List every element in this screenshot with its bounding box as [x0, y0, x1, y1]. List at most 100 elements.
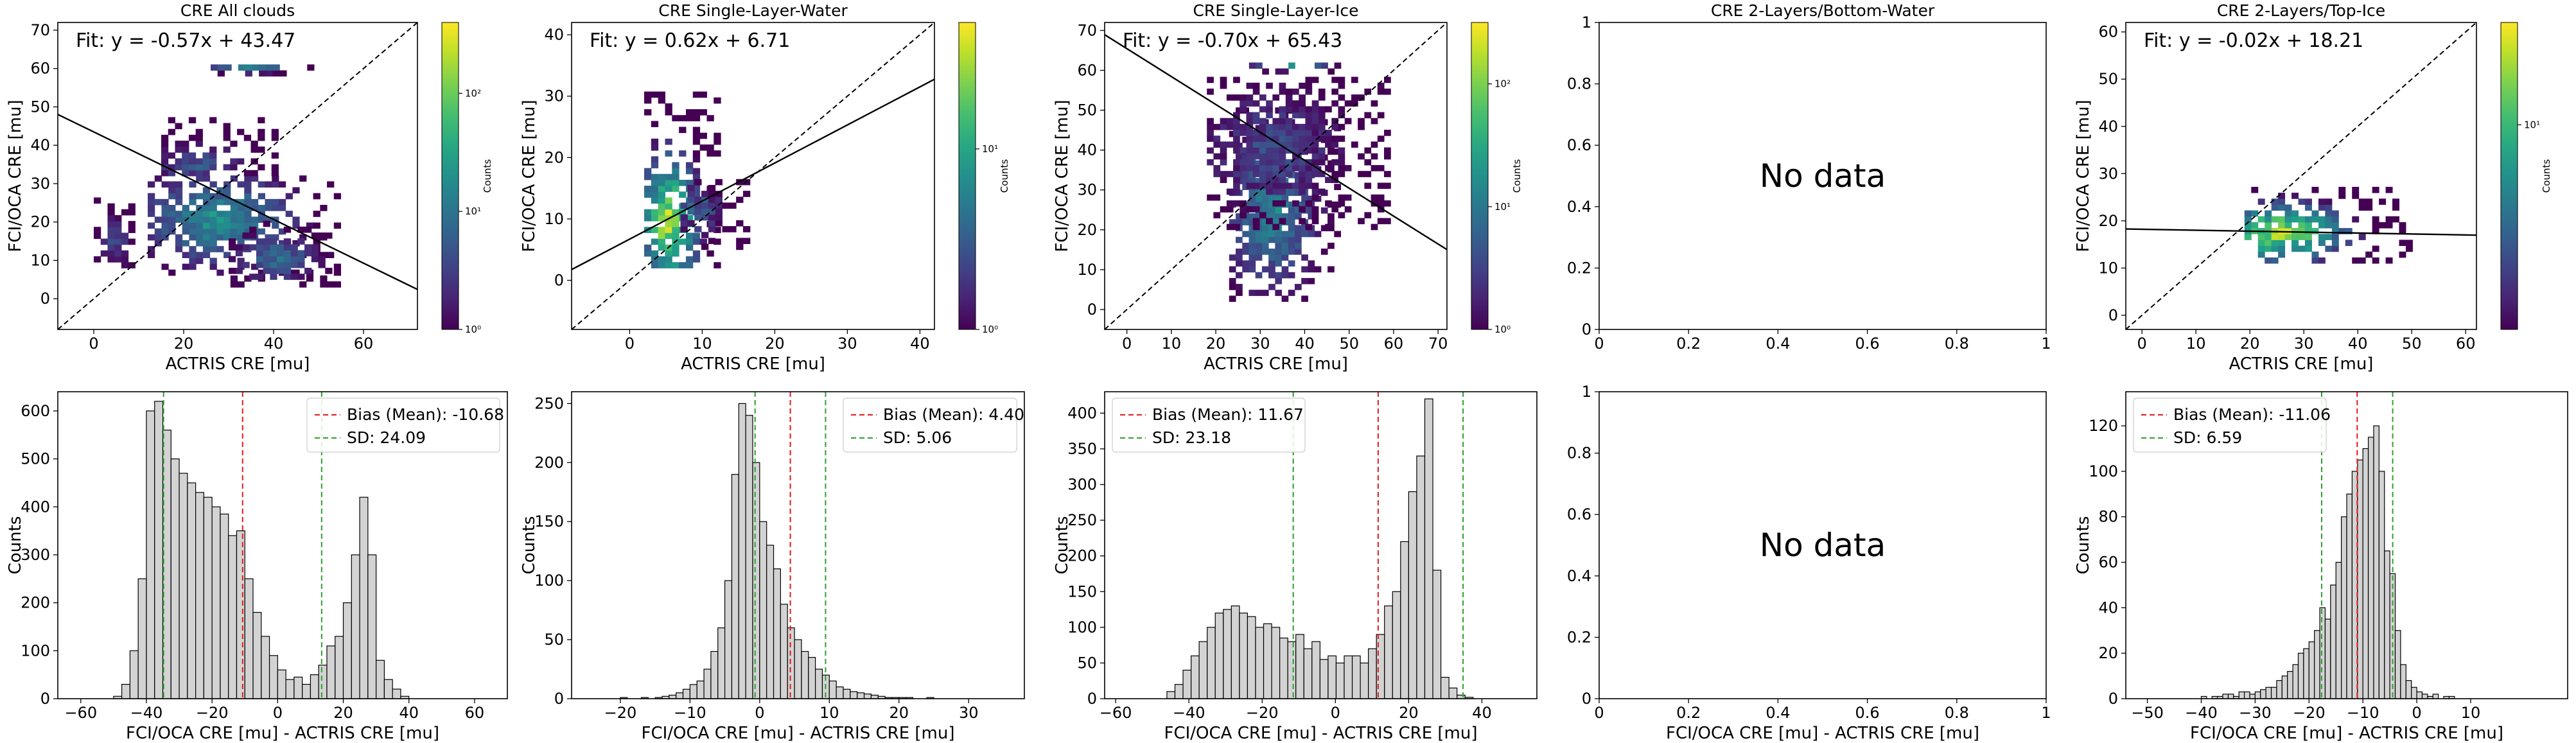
heatmap-bin — [244, 181, 252, 188]
heatmap-bin — [1279, 118, 1286, 125]
heatmap-bin — [1236, 290, 1243, 296]
heatmap-bin — [1268, 266, 1275, 273]
heatmap-bin — [1255, 236, 1263, 243]
x-tick-label: 20 — [333, 704, 353, 722]
heatmap-bin — [1236, 219, 1243, 225]
fit-line — [2126, 228, 2476, 236]
heatmap-bin — [685, 162, 694, 169]
heatmap-bin — [1261, 219, 1269, 225]
heatmap-bin — [2379, 198, 2387, 205]
heatmap-bin — [195, 164, 203, 171]
heatmap-bin — [665, 232, 672, 240]
x-tick-label: 30 — [959, 704, 979, 722]
y-tick-label: 300 — [1067, 476, 1097, 494]
heatmap-bin — [182, 263, 189, 270]
heatmap-bin — [223, 134, 231, 141]
heatmap-bin — [1288, 225, 1295, 232]
heatmap-bin — [679, 115, 687, 121]
heatmap-bin — [672, 168, 679, 175]
heatmap-bin — [1311, 206, 1319, 213]
heatmap-bin — [665, 197, 672, 204]
heatmap-bin — [1344, 118, 1352, 125]
heatmap-bin — [128, 209, 136, 216]
heatmap-bin — [188, 164, 197, 171]
heatmap-bin — [1364, 88, 1372, 95]
histogram-bar — [1360, 662, 1369, 699]
x-tick-label: 60 — [354, 335, 374, 353]
heatmap-bin — [2265, 245, 2272, 252]
heatmap-bin — [1299, 82, 1306, 89]
heatmap-bin — [202, 234, 211, 241]
heatmap-bin — [1338, 106, 1345, 113]
heatmap-bin — [1377, 200, 1385, 207]
histogram-bar — [2308, 641, 2315, 699]
heatmap-bin — [2298, 198, 2306, 205]
x-tick-label: 40 — [910, 335, 930, 353]
heatmap-bin — [1255, 201, 1263, 208]
heatmap-bin — [2257, 234, 2265, 240]
heatmap-bin — [1288, 231, 1295, 238]
heatmap-bin — [722, 226, 730, 232]
heatmap-bin — [114, 250, 122, 257]
heatmap-bin — [1242, 171, 1249, 179]
histogram-bar — [1319, 659, 1329, 699]
histogram-bar — [277, 669, 286, 699]
heatmap-bin — [333, 269, 342, 276]
heatmap-bin — [658, 97, 665, 104]
histogram-bar — [731, 474, 739, 699]
histogram-bar — [335, 636, 344, 699]
heatmap-bin — [1311, 118, 1319, 125]
heatmap-bin — [1299, 206, 1306, 213]
histogram-bar — [376, 660, 385, 699]
heatmap-bin — [687, 208, 695, 215]
heatmap-bin — [2271, 240, 2279, 247]
heatmap-bin — [665, 227, 672, 233]
histogram-bar — [146, 410, 155, 699]
heatmap-bin — [311, 250, 319, 257]
heatmap-bin — [1327, 213, 1335, 220]
colorbar-tick-label: 10² — [1494, 78, 1511, 90]
heatmap-bin — [1299, 106, 1306, 113]
heatmap-bin — [1220, 76, 1227, 83]
histogram-bar — [808, 657, 816, 699]
heatmap-bin — [249, 274, 257, 280]
heatmap-bin — [1242, 154, 1249, 161]
heatmap-bin — [701, 214, 709, 221]
heatmap-bin — [2257, 240, 2265, 247]
fit-line — [1105, 34, 1447, 250]
heatmap-bin — [2385, 257, 2393, 264]
heatmap-bin — [658, 191, 665, 198]
heatmap-bin — [1331, 76, 1339, 83]
plot-frame — [571, 391, 1025, 699]
one-to-one-line — [58, 22, 417, 329]
heatmap-bin — [1351, 141, 1358, 148]
histogram-bar — [2319, 607, 2326, 699]
plot-area — [1599, 392, 2046, 699]
heatmap-bin — [175, 141, 182, 147]
histogram-bar — [836, 686, 844, 699]
heatmap-bin — [1288, 189, 1295, 197]
heatmap-bin — [182, 146, 189, 153]
x-tick-label: 10 — [1162, 335, 1182, 353]
heatmap-bin — [708, 214, 716, 221]
heatmap-bin — [2331, 240, 2339, 247]
heatmap-bin — [2399, 251, 2406, 258]
heatmap-bin — [1255, 178, 1263, 184]
heatmap-bin — [278, 205, 286, 211]
heatmap-bin — [256, 244, 264, 251]
heatmap-bin — [290, 261, 298, 268]
heatmap-bin — [271, 164, 279, 171]
heatmap-bin — [265, 205, 272, 211]
heatmap-bin — [2291, 216, 2299, 223]
histogram-bar — [244, 578, 254, 699]
heatmap-bin — [1261, 195, 1269, 202]
heatmap-bin — [1279, 141, 1286, 148]
heatmap-bin — [318, 261, 326, 268]
heatmap-bin — [161, 216, 169, 223]
heatmap-bin — [2331, 228, 2339, 234]
heatmap-bin — [1377, 194, 1385, 201]
heatmap-bin — [658, 203, 665, 210]
heatmap-bin — [1384, 171, 1391, 177]
heatmap-bin — [1233, 112, 1240, 119]
